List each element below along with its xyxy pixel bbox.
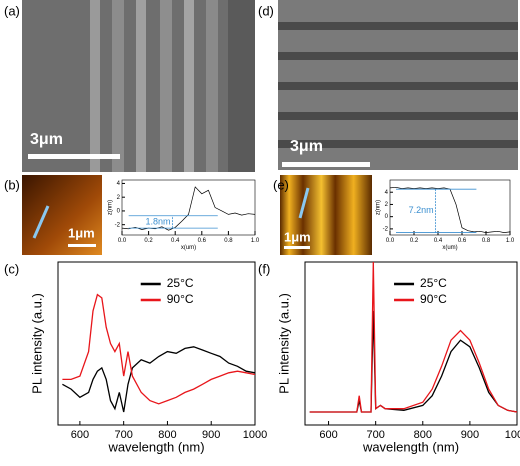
- scale-bar-label: 3μm: [30, 131, 63, 148]
- y-axis-label: PL intensity (a.u.): [276, 293, 291, 394]
- x-tick-label: 0.4: [434, 238, 443, 244]
- y-tick-label: 0: [117, 209, 121, 215]
- x-tick-label: 1000: [505, 429, 520, 441]
- y-tick-label: 4: [385, 190, 389, 196]
- sem-image-a: [22, 0, 255, 172]
- x-tick-label: 900: [202, 429, 220, 441]
- x-tick-label: 0.6: [198, 238, 207, 244]
- scale-bar-label: 1μm: [284, 229, 311, 244]
- panel-label: (e): [273, 177, 289, 192]
- x-tick-label: 700: [366, 429, 384, 441]
- x-axis-label: wavelength (nm): [362, 440, 459, 455]
- x-tick-label: 1000: [243, 429, 267, 441]
- x-tick-label: 600: [319, 429, 337, 441]
- panel-label: (a): [4, 3, 20, 18]
- panel-label: (c): [4, 261, 19, 276]
- afm-image-e: [280, 175, 372, 255]
- x-tick-label: 0.8: [224, 238, 233, 244]
- x-axis-label: x(um): [442, 245, 457, 251]
- panel-label: (d): [258, 3, 274, 18]
- data-line: [62, 293, 256, 405]
- x-tick-label: 800: [158, 429, 176, 441]
- annotation: 7.2nm: [409, 205, 434, 215]
- x-tick-label: 0.2: [410, 238, 419, 244]
- plot-frame: [121, 179, 256, 236]
- sem-image-d: [278, 0, 518, 170]
- y-axis-label: z(nm): [376, 200, 382, 215]
- x-tick-label: 0.8: [482, 238, 491, 244]
- legend-label: 25°C: [167, 276, 194, 290]
- scale-bar-label: 3μm: [290, 138, 323, 155]
- y-axis-label: PL intensity (a.u.): [29, 293, 44, 394]
- x-tick-label: 0.0: [118, 238, 127, 244]
- data-line: [309, 261, 518, 413]
- legend-label: 90°C: [420, 292, 447, 306]
- y-tick-label: 4: [117, 181, 121, 187]
- x-tick-label: 900: [461, 429, 479, 441]
- scale-bar-label: 1μm: [68, 225, 95, 240]
- panel-label: (b): [4, 177, 20, 192]
- y-tick-label: -2: [383, 226, 389, 232]
- x-tick-label: 0.0: [386, 238, 395, 244]
- annotation: 1.8nm: [146, 216, 171, 226]
- x-tick-label: 600: [71, 429, 89, 441]
- y-tick-label: 2: [117, 195, 121, 201]
- data-line: [309, 310, 518, 413]
- plot-frame: [304, 261, 518, 426]
- x-tick-label: 800: [414, 429, 432, 441]
- panel-label: (f): [258, 261, 270, 276]
- data-line: [62, 346, 256, 413]
- plot-frame: [57, 261, 256, 426]
- x-tick-label: 1.0: [506, 238, 515, 244]
- afm-image-b: [22, 175, 102, 255]
- x-tick-label: 0.6: [458, 238, 467, 244]
- x-tick-label: 700: [114, 429, 132, 441]
- y-axis-label: z(nm): [108, 200, 114, 215]
- plot-frame: [389, 179, 511, 236]
- x-tick-label: 0.4: [171, 238, 180, 244]
- x-axis-label: wavelength (nm): [107, 440, 204, 455]
- y-tick-label: -2: [115, 222, 121, 228]
- x-tick-label: 0.2: [144, 238, 153, 244]
- x-tick-label: 1.0: [251, 238, 260, 244]
- legend-label: 90°C: [167, 292, 194, 306]
- data-line: [121, 186, 256, 231]
- x-axis-label: x(um): [181, 245, 196, 251]
- legend-label: 25°C: [420, 276, 447, 290]
- y-tick-label: 0: [385, 214, 389, 220]
- y-tick-label: 2: [385, 202, 389, 208]
